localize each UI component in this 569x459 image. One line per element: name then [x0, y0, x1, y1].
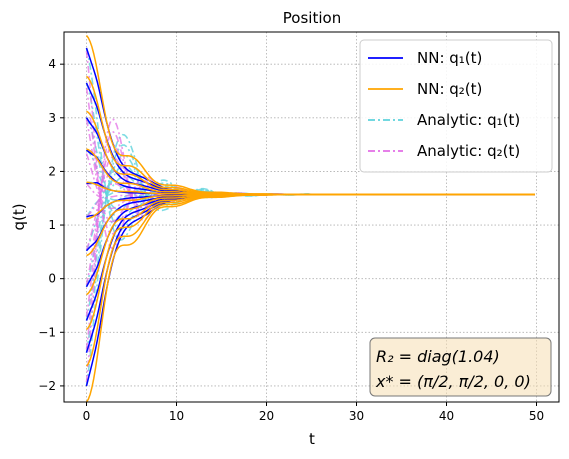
x-tick-label: 30 — [349, 409, 364, 423]
legend: NN: q₁(t) NN: q₂(t) Analytic: q₁(t) Analyti… — [359, 39, 553, 173]
y-axis-label: q(t) — [10, 203, 28, 230]
x-tick-label: 20 — [259, 409, 274, 423]
nn-q2-line — [85, 193, 535, 403]
annotation-line-2: x* = (π/2, π/2, 0, 0) — [375, 372, 531, 391]
series-layer — [85, 35, 535, 403]
annotation-background — [369, 337, 552, 397]
y-tick-label: 2 — [48, 164, 56, 178]
x-tick-label: 10 — [169, 409, 184, 423]
y-tick-label: −2 — [38, 379, 56, 393]
y-tick-label: 0 — [48, 272, 56, 286]
legend-label: NN: q₂(t) — [417, 80, 482, 98]
legend-box — [359, 39, 553, 173]
x-tick-label: 40 — [439, 409, 454, 423]
y-tick-label: 1 — [48, 218, 56, 232]
x-tick-label: 50 — [529, 409, 544, 423]
legend-label: NN: q₁(t) — [417, 49, 482, 67]
legend-label: Analytic: q₂(t) — [417, 142, 520, 160]
ticks: 0 10 20 30 40 50 −2 −1 0 1 2 3 4 — [38, 57, 544, 423]
x-tick-label: 0 — [83, 409, 91, 423]
legend-label: Analytic: q₁(t) — [417, 111, 520, 129]
y-tick-label: 4 — [48, 57, 56, 71]
annotation-box: R₂ = diag(1.04) x* = (π/2, π/2, 0, 0) — [369, 337, 552, 397]
y-tick-label: −1 — [38, 325, 56, 339]
chart-title: Position — [283, 9, 341, 27]
y-tick-label: 3 — [48, 111, 56, 125]
annotation-line-1: R₂ = diag(1.04) — [376, 347, 500, 366]
plot-frame — [63, 31, 560, 403]
x-axis-label: t — [309, 430, 315, 448]
analytic-q1-line — [85, 82, 535, 231]
